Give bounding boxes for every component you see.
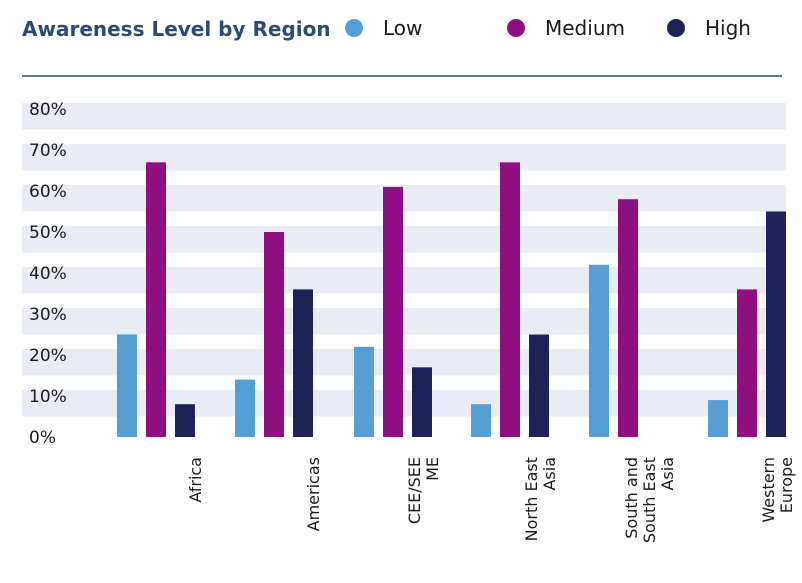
x-axis: Africa Americas CEE/SEE ME North East Asia Sou…: [186, 457, 796, 543]
grid-band: [22, 308, 786, 335]
legend-swatch-medium: [507, 19, 525, 37]
bar-high: [175, 404, 195, 437]
category-label-line: Asia: [658, 457, 677, 491]
bar-medium: [146, 162, 166, 438]
bar-medium: [264, 232, 284, 437]
category-label-line: Africa: [186, 457, 205, 503]
category-label-line: Europe: [777, 457, 796, 513]
legend-swatch-high: [667, 19, 685, 37]
category-label-line: Asia: [540, 457, 559, 491]
y-tick-label: 70%: [29, 141, 67, 161]
bar-medium: [383, 186, 403, 437]
bar-low: [708, 400, 728, 437]
bar-low: [235, 379, 255, 437]
y-axis: 80% 70% 60% 50% 40% 30% 20% 10% 0%: [29, 100, 67, 448]
bar-low: [354, 346, 374, 437]
legend: Low Medium High: [345, 16, 751, 40]
category-label: Americas: [304, 457, 323, 531]
y-tick-label: 30%: [29, 305, 67, 325]
category-label-line: CEE/SEE: [405, 457, 424, 524]
legend-label-medium: Medium: [545, 16, 625, 40]
category-label-line: ME: [423, 457, 442, 481]
grid-band: [22, 267, 786, 294]
y-tick-label: 80%: [29, 100, 67, 120]
legend-label-high: High: [705, 16, 751, 40]
category-label-line: South East: [640, 457, 659, 543]
y-tick-label: 40%: [29, 264, 67, 284]
bar-high: [412, 367, 432, 437]
bar-low: [589, 264, 609, 437]
category-label-line: Western: [759, 457, 778, 523]
category-label-line: South and: [622, 457, 641, 539]
bar-medium: [618, 199, 638, 437]
y-tick-label: 0%: [29, 428, 56, 448]
category-label: CEE/SEE ME: [405, 457, 442, 524]
grid-band: [22, 103, 786, 130]
grid-band: [22, 185, 786, 212]
chart-title: Awareness Level by Region: [22, 17, 331, 41]
legend-label-low: Low: [383, 16, 422, 40]
category-label: North East Asia: [522, 457, 559, 541]
bar-medium: [737, 289, 757, 437]
y-tick-label: 20%: [29, 346, 67, 366]
y-tick-label: 60%: [29, 182, 67, 202]
bar-low: [117, 334, 137, 437]
legend-swatch-low: [345, 19, 363, 37]
bars: [117, 162, 786, 438]
bar-high: [766, 211, 786, 437]
category-label: Africa: [186, 457, 205, 503]
grid-band: [22, 144, 786, 171]
bar-low: [471, 404, 491, 437]
bar-high: [529, 334, 549, 437]
bar-high: [293, 289, 313, 437]
category-label-line: Americas: [304, 457, 323, 531]
category-label: Western Europe: [759, 457, 796, 523]
category-label-line: North East: [522, 457, 541, 541]
y-tick-label: 50%: [29, 223, 67, 243]
grid-band: [22, 226, 786, 253]
bar-medium: [500, 162, 520, 438]
category-label: South and South East Asia: [622, 457, 677, 543]
y-tick-label: 10%: [29, 387, 67, 407]
